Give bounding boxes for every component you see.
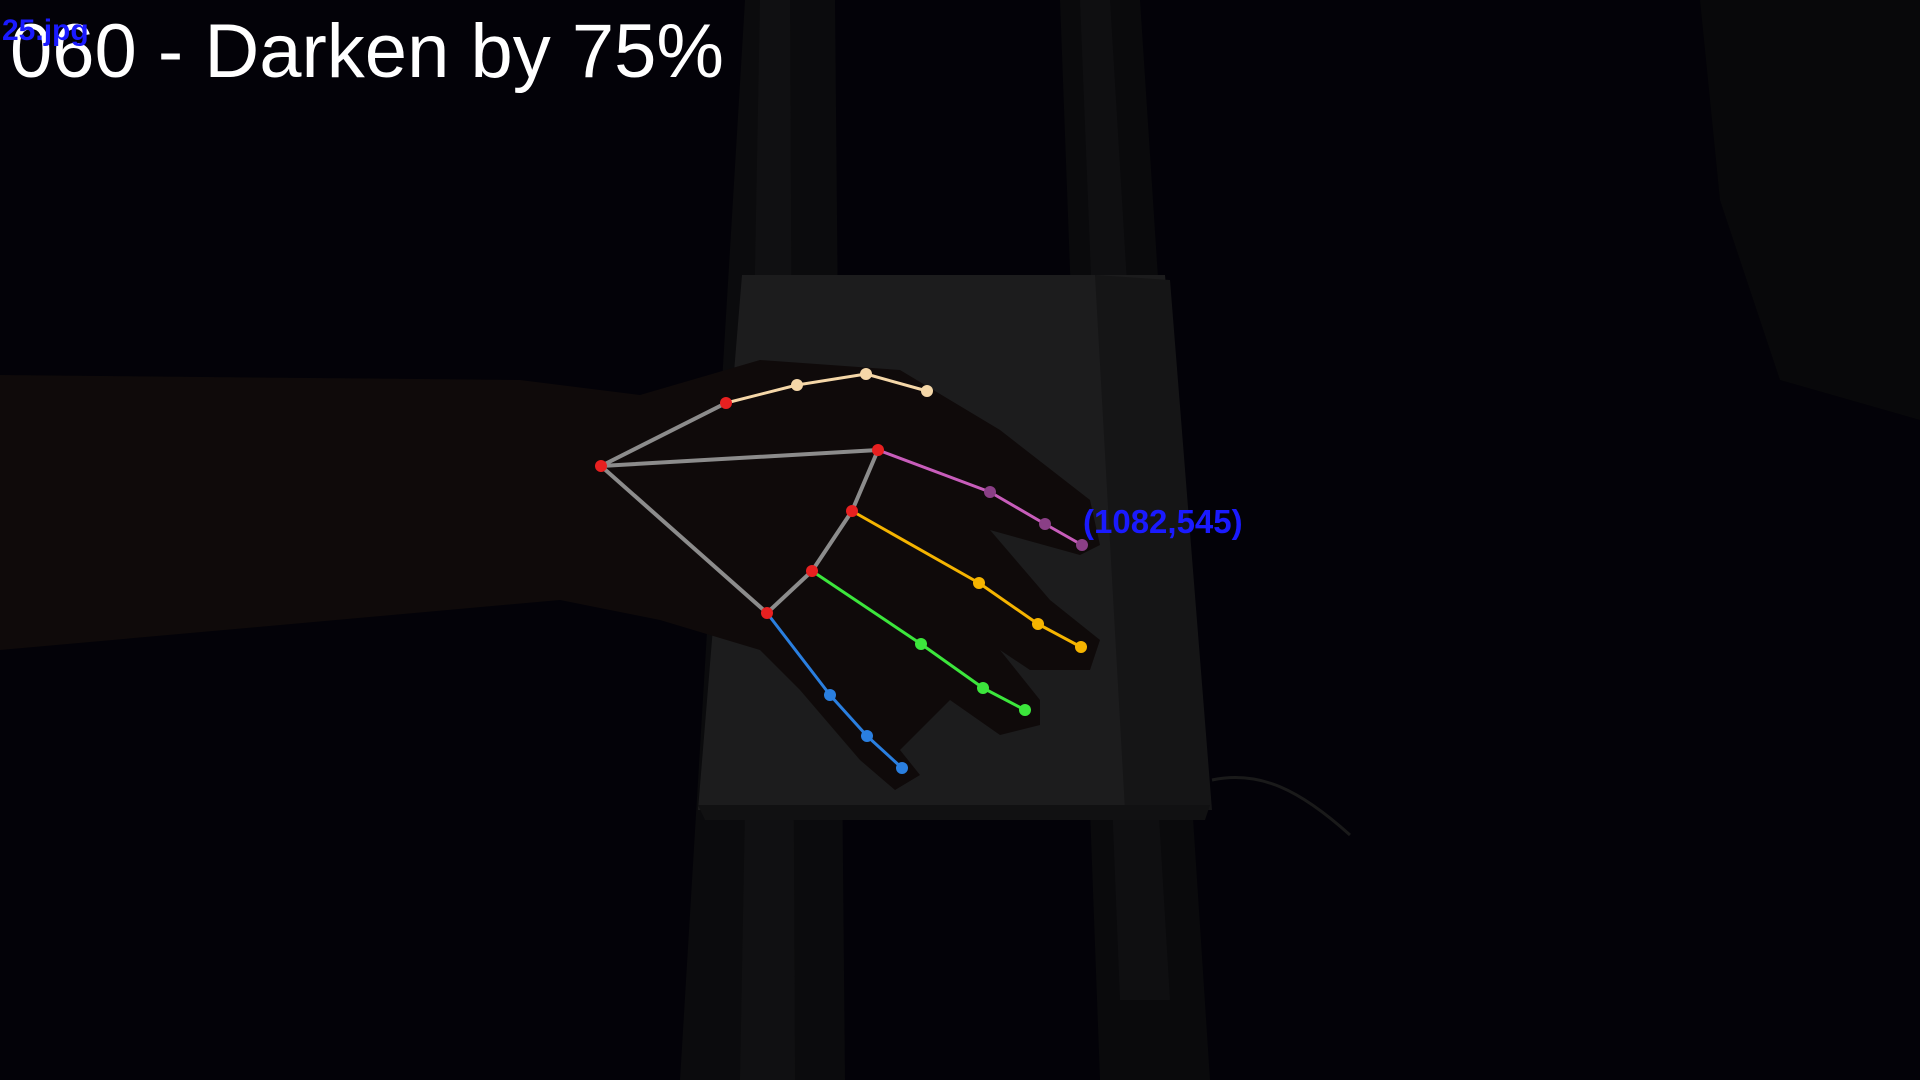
pinky-bones — [765, 611, 904, 770]
index-joint — [984, 486, 996, 498]
index-bones — [876, 448, 1084, 547]
middle-joint — [973, 577, 985, 589]
ring-joint — [977, 682, 989, 694]
index-base-joint — [872, 444, 884, 456]
hand-silhouette — [0, 360, 1100, 790]
ring-tip — [1019, 704, 1031, 716]
ring-bones — [810, 569, 1027, 712]
middle-tip — [1075, 641, 1087, 653]
thumb-base-joint — [720, 397, 732, 409]
ring-base-joint — [806, 565, 818, 577]
pinky-base-joint — [761, 607, 773, 619]
thumb-bones — [724, 372, 929, 405]
pinky-joint — [824, 689, 836, 701]
file-name-label: 25.jpg — [2, 14, 89, 47]
index-tip — [1076, 539, 1088, 551]
index-joint — [1039, 518, 1051, 530]
middle-joint — [1032, 618, 1044, 630]
thumb-tip — [921, 385, 933, 397]
hand-skeleton — [595, 368, 1088, 774]
coordinate-label: (1082,545) — [1083, 503, 1243, 540]
ring-joint — [915, 638, 927, 650]
overlay-title: 060 - Darken by 75% — [10, 9, 724, 94]
palm-bones — [599, 401, 880, 615]
middle-base-joint — [846, 505, 858, 517]
wrist-joint — [595, 460, 607, 472]
thumb-joint — [791, 379, 803, 391]
middle-bones — [850, 509, 1083, 649]
thumb-joint — [860, 368, 872, 380]
joints — [595, 368, 1088, 774]
pinky-tip — [896, 762, 908, 774]
pinky-joint — [861, 730, 873, 742]
